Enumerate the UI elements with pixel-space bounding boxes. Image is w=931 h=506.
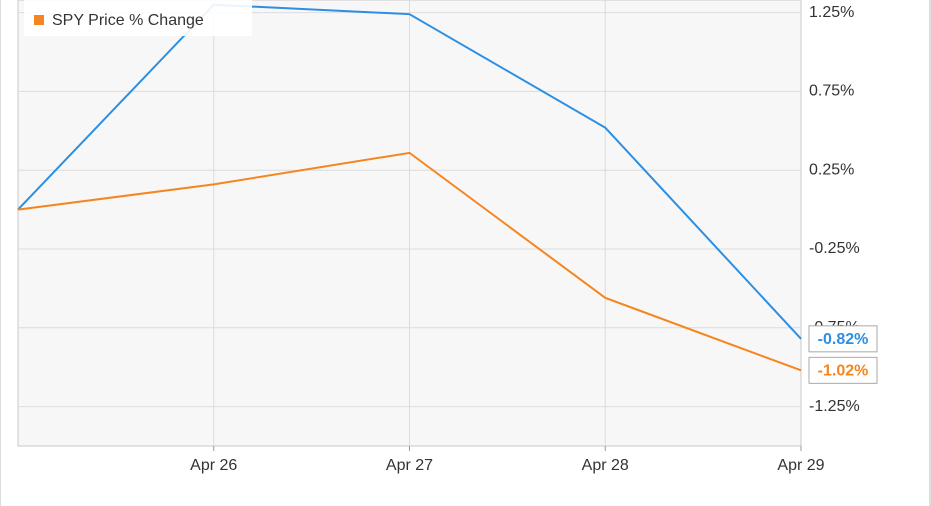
- legend-swatch: [34, 15, 44, 25]
- y-tick-label: 1.25%: [809, 4, 854, 21]
- value-flag: [808, 325, 878, 353]
- y-tick-label: -0.25%: [809, 240, 860, 257]
- value-label: -0.82%: [818, 331, 869, 348]
- series-line: [17, 151, 802, 372]
- y-tick-label: -1.25%: [809, 398, 860, 415]
- value-flag: [808, 356, 878, 384]
- y-tick-label: 0.75%: [809, 83, 854, 100]
- legend-box: [24, 0, 252, 36]
- x-tick-label: Apr 27: [386, 457, 433, 474]
- legend-label: SPY Price % Change: [52, 12, 204, 29]
- value-label: -1.02%: [818, 363, 869, 380]
- line-layer: [17, 3, 802, 372]
- x-tick-label: Apr 29: [777, 457, 824, 474]
- series-line: [17, 3, 802, 340]
- x-tick-label: Apr 26: [190, 457, 237, 474]
- label-layer: -0.82% -1.02% SPY Price % Change: [24, 0, 878, 384]
- y-tick-label: 0.25%: [809, 161, 854, 178]
- grid-layer: 1.25%0.75%0.25%-0.25%-0.75%-1.25%Apr 26A…: [18, 0, 860, 474]
- x-tick-label: Apr 28: [582, 457, 629, 474]
